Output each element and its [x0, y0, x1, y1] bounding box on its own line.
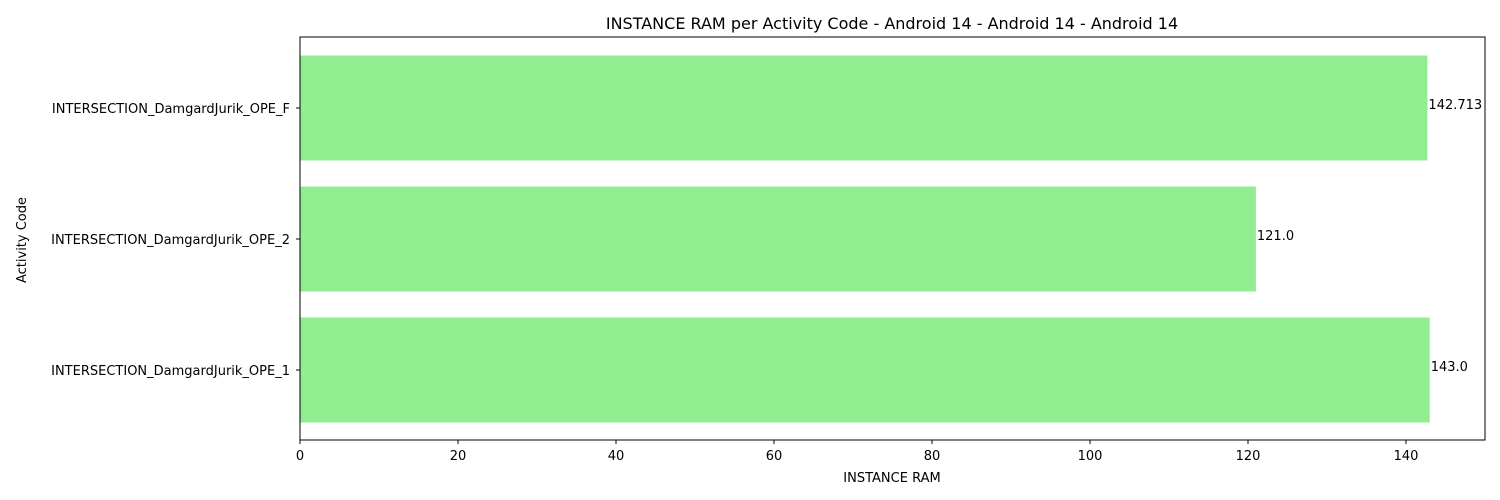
x-tick-label: 40: [608, 449, 625, 464]
data-label: 121.0: [1257, 229, 1294, 244]
x-tick-label: 140: [1394, 449, 1419, 464]
x-tick-label: 100: [1078, 449, 1103, 464]
x-tick-label: 0: [296, 449, 304, 464]
bar-2: [300, 186, 1256, 292]
x-tick-label: 20: [450, 449, 467, 464]
x-tick-label: 80: [924, 449, 941, 464]
y-tick-label: INTERSECTION_DamgardJurik_OPE_F: [52, 102, 290, 117]
chart-title: INSTANCE RAM per Activity Code - Android…: [606, 14, 1178, 33]
data-label: 142.713: [1428, 98, 1482, 113]
bar-1: [300, 317, 1430, 423]
plot-area: INTERSECTION_DamgardJurik_OPE_1 143.0 INTE…: [51, 36, 1486, 464]
x-axis-label: INSTANCE RAM: [843, 471, 940, 486]
x-tick-label: 120: [1236, 449, 1261, 464]
data-label: 143.0: [1431, 360, 1468, 375]
x-tick-label: 60: [766, 449, 783, 464]
y-axis-label: Activity Code: [15, 197, 30, 283]
plot-frame: [299, 36, 1486, 441]
y-tick-label: INTERSECTION_DamgardJurik_OPE_1: [51, 364, 290, 379]
bar-3: [300, 55, 1428, 161]
y-tick-label: INTERSECTION_DamgardJurik_OPE_2: [51, 233, 290, 248]
